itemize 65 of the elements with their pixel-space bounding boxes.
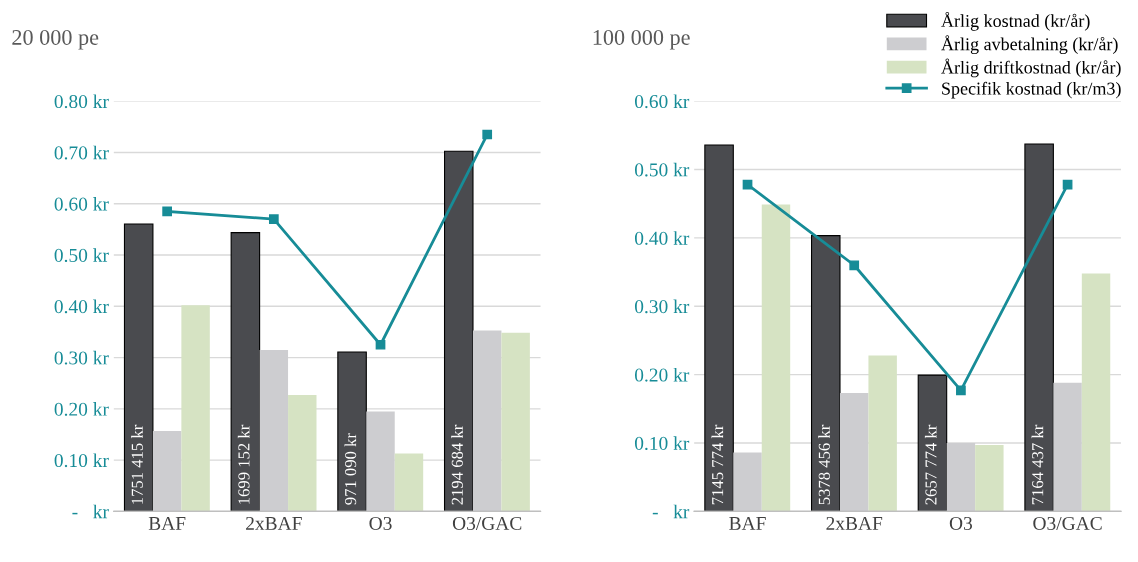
data-label: 7145 774 kr: [711, 424, 724, 505]
y-tick-label: 0.60 kr: [54, 196, 109, 211]
bar: [443, 150, 474, 512]
y-tick-label: 0.40 kr: [54, 299, 109, 314]
data-label: 2657 774 kr: [924, 424, 937, 505]
bar: [288, 395, 317, 512]
point: [956, 385, 966, 396]
x-tick-label: 2xBAF: [826, 516, 883, 530]
bar: [1024, 143, 1054, 512]
bar: [761, 204, 791, 512]
x-tick-label: 2xBAF: [246, 516, 302, 530]
bar: [975, 445, 1004, 512]
bar: [472, 330, 502, 512]
bar: [810, 235, 841, 512]
bar: [152, 431, 182, 512]
chart-title: 100 000 pe: [593, 29, 690, 50]
y-tick-label: 0.30 kr: [634, 299, 690, 314]
bar: [337, 351, 367, 512]
bar: [917, 374, 948, 512]
y-tick-label: 0.50 kr: [54, 248, 109, 263]
y-tick-label: 0.20 kr: [634, 367, 690, 382]
x-tick-label: O3/GAC: [452, 516, 522, 530]
data-label: 5378 456 kr: [818, 424, 830, 505]
bar: [704, 144, 734, 512]
bar: [733, 452, 762, 512]
point: [849, 260, 860, 271]
y-tick-label: 0.70 kr: [54, 145, 109, 160]
data-label: 1751 415 kr: [131, 424, 143, 504]
data-label: 971 090 kr: [344, 433, 357, 505]
legend-label: Årlig driftkostnad (kr/år): [941, 58, 1121, 78]
bar: [230, 232, 261, 512]
x-tick-label: BAF: [148, 516, 186, 530]
bar: [501, 332, 530, 512]
bar: [868, 355, 897, 512]
data-label: 7164 437 kr: [1031, 424, 1044, 505]
bar: [181, 305, 210, 512]
x-tick-label: O3: [369, 516, 392, 530]
bar: [1053, 382, 1082, 512]
bar: [394, 453, 424, 512]
legend-label: Specifik kostnad (kr/m3): [942, 81, 1121, 99]
y-tick-label: - kr: [72, 504, 109, 519]
legend-label: Årlig kostnad (kr/år): [941, 11, 1090, 31]
x-tick-label: O3/GAC: [1033, 516, 1102, 530]
y-tick-label: 0.10 kr: [634, 436, 690, 451]
bar: [839, 393, 869, 512]
point: [375, 339, 386, 350]
bar: [1081, 273, 1111, 512]
y-tick-label: 0.30 kr: [54, 350, 109, 365]
data-label: 1699 152 kr: [237, 424, 250, 504]
point: [482, 129, 493, 140]
y-tick-label: 0.50 kr: [634, 162, 690, 177]
point: [162, 206, 173, 217]
y-tick-label: 0.60 kr: [634, 94, 690, 109]
data-label: 2194 684 kr: [451, 424, 463, 505]
y-tick-label: 0.80 kr: [54, 94, 109, 109]
x-tick-label: BAF: [729, 516, 766, 530]
y-tick-label: 0.40 kr: [634, 231, 690, 245]
y-tick-label: 0.10 kr: [54, 453, 109, 468]
legend-label: Årlig avbetalning (kr/år): [941, 35, 1118, 55]
x-tick-label: O3: [949, 516, 973, 530]
point: [268, 214, 279, 224]
bar: [123, 223, 154, 512]
y-tick-label: 0.20 kr: [54, 402, 109, 416]
y-tick-label: - kr: [652, 504, 690, 519]
chart-title: 20 000 pe: [12, 29, 99, 50]
